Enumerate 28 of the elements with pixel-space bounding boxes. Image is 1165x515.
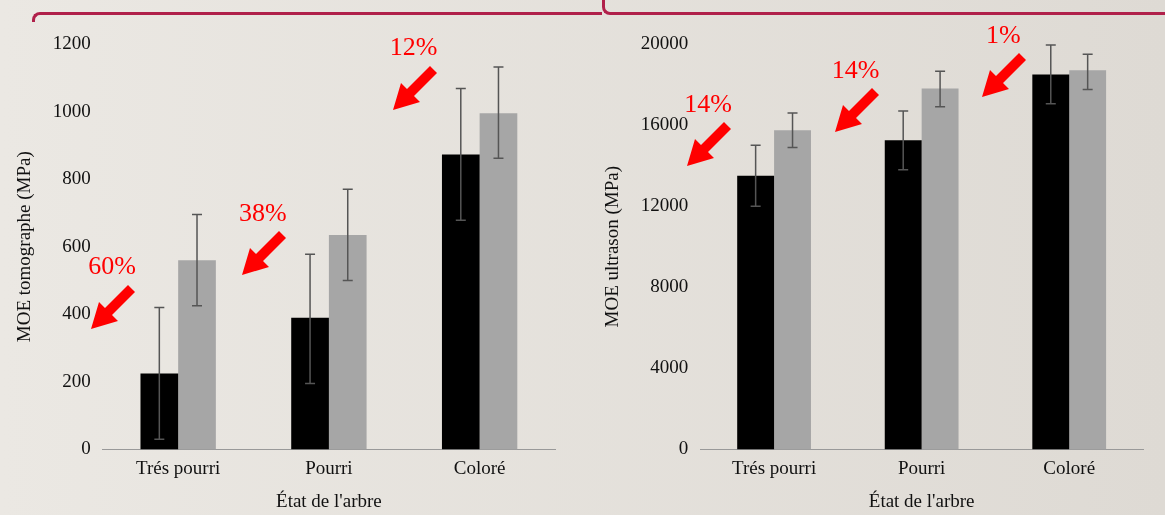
y-tick-label: 800 <box>62 167 91 189</box>
y-tick-label: 12000 <box>640 194 689 216</box>
y-tick-label: 1200 <box>52 31 91 53</box>
x-axis-title: État de l'arbre <box>276 489 382 511</box>
x-tick-label: Coloré <box>453 456 506 478</box>
y-tick-label: 0 <box>81 437 91 459</box>
x-tick-label: Coloré <box>1043 456 1096 478</box>
y-axis-title: MOE tomographe (MPa) <box>13 151 36 343</box>
annotation: 14% <box>831 54 880 84</box>
y-tick-label: 20000 <box>640 31 689 53</box>
y-tick-label: 8000 <box>650 275 689 297</box>
y-tick-label: 1000 <box>52 99 91 121</box>
x-axis-title: État de l'arbre <box>868 489 975 511</box>
x-tick-label: Pourri <box>305 456 353 478</box>
y-tick-label: 16000 <box>640 113 689 135</box>
y-tick-label: 4000 <box>650 356 689 378</box>
y-axis-title: MOE ultrason (MPa) <box>601 165 624 328</box>
x-tick-label: Trés pourri <box>731 456 817 478</box>
annotation: 60% <box>88 251 136 281</box>
y-tick-label: 0 <box>678 437 689 459</box>
y-tick-label: 200 <box>62 369 91 391</box>
annotation: 12% <box>389 32 438 62</box>
y-tick-label: 400 <box>62 302 91 324</box>
x-tick-label: Trés pourri <box>136 456 221 478</box>
y-tick-label: 600 <box>62 234 91 256</box>
annotation: 38% <box>239 197 287 227</box>
x-tick-label: Pourri <box>897 456 946 478</box>
annotation: 1% <box>985 19 1021 49</box>
